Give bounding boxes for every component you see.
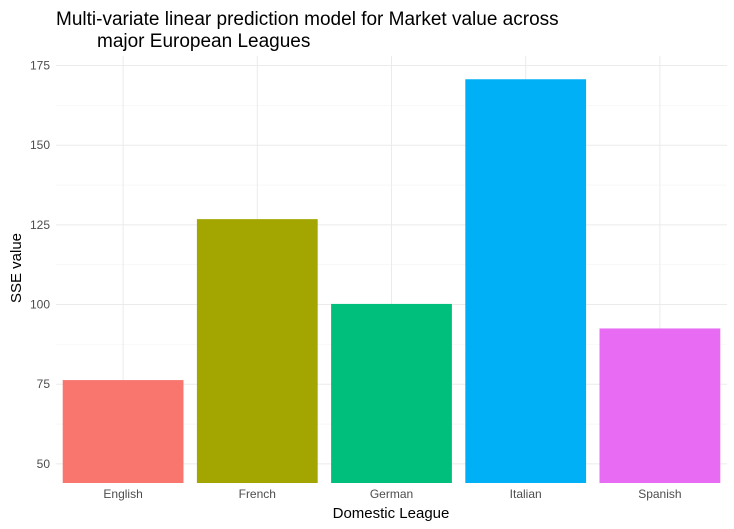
y-tick-label: 125: [30, 218, 50, 232]
y-tick-label: 50: [37, 457, 51, 471]
chart-title-line-1: Multi-variate linear prediction model fo…: [56, 9, 559, 30]
x-tick-label-spanish: Spanish: [638, 487, 681, 501]
x-tick-label-german: German: [370, 487, 413, 501]
x-tick-labels: English French German Italian Spanish: [103, 487, 681, 501]
y-axis-title: SSE value: [8, 233, 25, 303]
x-axis-title: Domestic League: [333, 505, 450, 522]
y-tick-labels: 50 75 100 125 150 175: [30, 59, 50, 471]
chart-title-line-2: major European Leagues: [97, 31, 310, 52]
bar-italian: [465, 79, 587, 484]
y-tick-label: 75: [37, 377, 51, 391]
y-tick-label: 175: [30, 59, 50, 73]
bar-german: [331, 303, 452, 483]
x-tick-label-french: French: [239, 487, 276, 501]
y-tick-label: 150: [30, 138, 50, 152]
bars: [62, 79, 721, 484]
bar-french: [196, 219, 318, 484]
y-tick-label: 100: [30, 298, 50, 312]
bar-spanish: [599, 328, 721, 483]
bar-english: [62, 380, 184, 483]
x-tick-label-english: English: [103, 487, 142, 501]
x-tick-label-italian: Italian: [510, 487, 542, 501]
